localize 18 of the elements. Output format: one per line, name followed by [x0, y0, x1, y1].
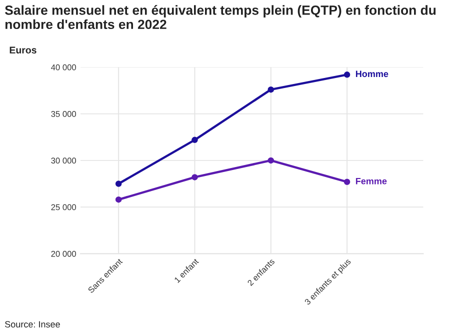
- point: [344, 72, 350, 78]
- y-tick-label: 40 000: [51, 64, 76, 70]
- series-label: Femme: [356, 178, 387, 184]
- point: [268, 157, 274, 164]
- point: [268, 86, 274, 93]
- source-note: Source: Insee: [5, 321, 60, 328]
- point: [115, 180, 122, 187]
- y-tick-label: 30 000: [51, 158, 76, 164]
- chart-title: Salaire mensuel net en équivalent temps plein (EQTP) en fonction du nombre d'enfants en 2022: [4, 5, 436, 30]
- y-tick-label: 25 000: [51, 204, 76, 210]
- y-axis-title: Euros: [10, 46, 36, 54]
- y-tick-label: 20 000: [51, 250, 76, 257]
- point: [344, 178, 350, 186]
- point: [192, 136, 198, 144]
- point: [192, 174, 198, 180]
- y-tick-label: 35 000: [51, 111, 76, 117]
- point: [115, 196, 122, 203]
- series-label: Homme: [356, 70, 388, 78]
